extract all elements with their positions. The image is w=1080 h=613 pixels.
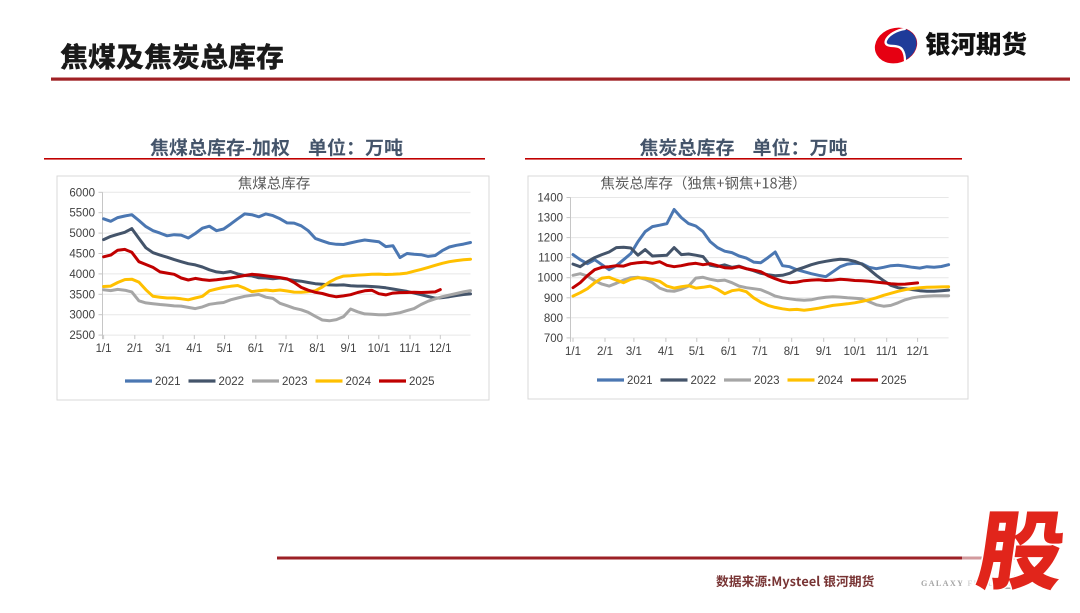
- svg-text:1300: 1300: [537, 213, 563, 225]
- svg-text:9/1: 9/1: [816, 346, 832, 358]
- svg-text:5/1: 5/1: [217, 343, 233, 355]
- svg-text:1/1: 1/1: [96, 343, 112, 355]
- svg-text:8/1: 8/1: [309, 343, 325, 355]
- svg-text:700: 700: [544, 333, 563, 345]
- svg-text:8/1: 8/1: [784, 346, 800, 358]
- svg-text:1/1: 1/1: [565, 346, 581, 358]
- svg-text:1100: 1100: [538, 253, 563, 265]
- svg-text:10/1: 10/1: [368, 343, 390, 355]
- svg-text:3/1: 3/1: [626, 346, 642, 358]
- svg-text:10/1: 10/1: [844, 346, 866, 358]
- svg-text:1000: 1000: [537, 273, 563, 285]
- svg-text:7/1: 7/1: [752, 346, 768, 358]
- svg-text:3000: 3000: [69, 310, 95, 322]
- svg-text:2023: 2023: [282, 376, 308, 388]
- svg-text:2021: 2021: [627, 375, 653, 387]
- svg-text:9/1: 9/1: [341, 343, 357, 355]
- svg-text:2/1: 2/1: [597, 346, 613, 358]
- svg-text:3/1: 3/1: [155, 343, 171, 355]
- svg-text:6000: 6000: [69, 187, 95, 199]
- svg-text:4/1: 4/1: [186, 343, 202, 355]
- svg-text:2/1: 2/1: [127, 343, 143, 355]
- svg-text:3500: 3500: [69, 289, 95, 301]
- svg-text:2022: 2022: [219, 376, 245, 388]
- svg-text:800: 800: [544, 313, 563, 325]
- svg-text:12/1: 12/1: [429, 343, 451, 355]
- svg-text:2021: 2021: [155, 376, 181, 388]
- svg-text:5000: 5000: [69, 228, 95, 240]
- svg-text:4/1: 4/1: [658, 346, 674, 358]
- svg-text:5500: 5500: [69, 208, 95, 220]
- svg-text:2025: 2025: [881, 375, 907, 387]
- svg-text:2024: 2024: [818, 375, 844, 387]
- svg-text:2022: 2022: [691, 375, 717, 387]
- svg-text:6/1: 6/1: [248, 343, 264, 355]
- svg-text:900: 900: [544, 293, 563, 305]
- svg-text:6/1: 6/1: [721, 346, 737, 358]
- svg-text:7/1: 7/1: [278, 343, 294, 355]
- svg-text:2025: 2025: [409, 376, 435, 388]
- svg-text:11/1: 11/1: [399, 343, 421, 355]
- svg-text:5/1: 5/1: [689, 346, 705, 358]
- svg-text:1200: 1200: [537, 233, 563, 245]
- svg-text:2023: 2023: [754, 375, 780, 387]
- svg-text:1400: 1400: [537, 193, 563, 205]
- svg-text:4000: 4000: [69, 269, 95, 281]
- svg-text:2024: 2024: [346, 376, 372, 388]
- svg-text:11/1: 11/1: [876, 346, 898, 358]
- svg-text:2500: 2500: [69, 330, 95, 342]
- svg-text:12/1: 12/1: [906, 346, 928, 358]
- svg-text:4500: 4500: [69, 249, 95, 261]
